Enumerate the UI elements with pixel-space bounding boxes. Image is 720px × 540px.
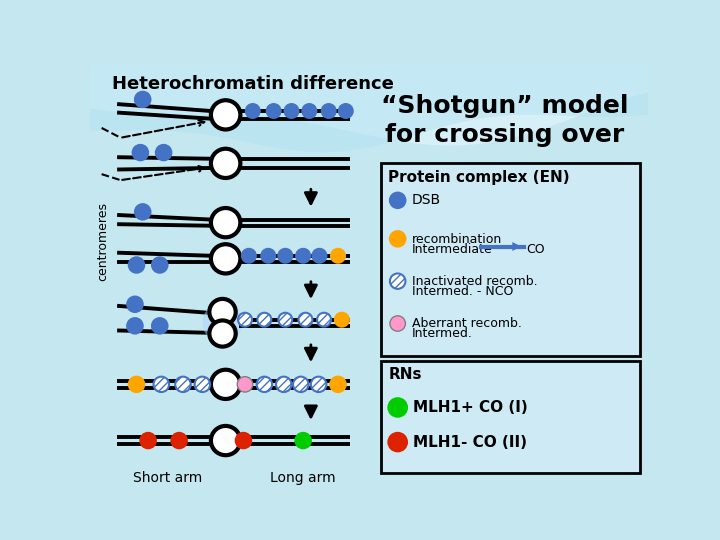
Ellipse shape [293, 377, 309, 392]
FancyBboxPatch shape [381, 361, 640, 473]
Circle shape [284, 104, 299, 118]
Circle shape [302, 104, 316, 118]
Text: “Shotgun” model: “Shotgun” model [381, 94, 629, 118]
Text: recombination: recombination [412, 233, 502, 246]
Circle shape [266, 104, 281, 118]
Text: RNs: RNs [388, 367, 422, 382]
Circle shape [279, 249, 292, 262]
Circle shape [322, 104, 336, 118]
Circle shape [211, 370, 240, 399]
Text: Short arm: Short arm [133, 470, 202, 484]
Circle shape [246, 104, 260, 118]
Ellipse shape [258, 313, 271, 327]
Ellipse shape [175, 377, 191, 392]
Ellipse shape [311, 377, 326, 392]
Text: Intermed.: Intermed. [412, 327, 472, 340]
Circle shape [132, 145, 148, 160]
Ellipse shape [276, 377, 292, 392]
Circle shape [211, 100, 240, 130]
FancyBboxPatch shape [381, 164, 640, 356]
Circle shape [235, 433, 251, 448]
Circle shape [171, 433, 187, 448]
Circle shape [261, 249, 275, 262]
Circle shape [388, 398, 407, 417]
Text: for crossing over: for crossing over [385, 123, 624, 146]
Circle shape [331, 249, 345, 262]
Ellipse shape [256, 377, 272, 392]
Circle shape [390, 316, 405, 331]
Circle shape [295, 433, 311, 448]
Text: MLH1+ CO (I): MLH1+ CO (I) [413, 400, 528, 415]
Text: Inactivated recomb.: Inactivated recomb. [412, 275, 537, 288]
Circle shape [335, 313, 349, 327]
Circle shape [390, 231, 405, 247]
Ellipse shape [153, 377, 169, 392]
Circle shape [127, 318, 143, 334]
Circle shape [211, 208, 240, 237]
Text: Long arm: Long arm [270, 470, 336, 484]
Circle shape [238, 377, 253, 392]
Text: DSB: DSB [412, 193, 441, 207]
Polygon shape [90, 65, 648, 152]
Text: Intermed. - NCO: Intermed. - NCO [412, 285, 513, 298]
Circle shape [388, 433, 407, 451]
Text: MLH1- CO (II): MLH1- CO (II) [413, 435, 527, 450]
Circle shape [211, 148, 240, 178]
Text: Heterochromatin difference: Heterochromatin difference [112, 75, 394, 93]
Circle shape [135, 204, 150, 220]
Ellipse shape [194, 377, 210, 392]
Circle shape [390, 193, 405, 208]
Ellipse shape [279, 313, 292, 327]
Ellipse shape [238, 313, 252, 327]
Circle shape [156, 145, 171, 160]
Circle shape [127, 296, 143, 312]
Ellipse shape [299, 313, 312, 327]
Circle shape [312, 249, 326, 262]
Circle shape [129, 377, 144, 392]
Polygon shape [90, 65, 648, 145]
Text: CO: CO [526, 242, 545, 255]
Ellipse shape [390, 273, 405, 289]
Ellipse shape [317, 313, 331, 327]
Text: Aberrant recomb.: Aberrant recomb. [412, 318, 521, 330]
Circle shape [129, 257, 144, 273]
Circle shape [211, 426, 240, 455]
Circle shape [152, 257, 168, 273]
Text: Protein complex (EN): Protein complex (EN) [388, 170, 570, 185]
Circle shape [135, 92, 150, 107]
Text: centromeres: centromeres [96, 202, 109, 281]
Circle shape [211, 244, 240, 273]
Text: Intermediate: Intermediate [412, 242, 492, 255]
Circle shape [140, 433, 156, 448]
Circle shape [330, 377, 346, 392]
Circle shape [242, 249, 256, 262]
Circle shape [296, 249, 310, 262]
Circle shape [339, 104, 353, 118]
Circle shape [210, 320, 235, 347]
Circle shape [202, 303, 243, 343]
Circle shape [210, 299, 235, 325]
Circle shape [152, 318, 168, 334]
